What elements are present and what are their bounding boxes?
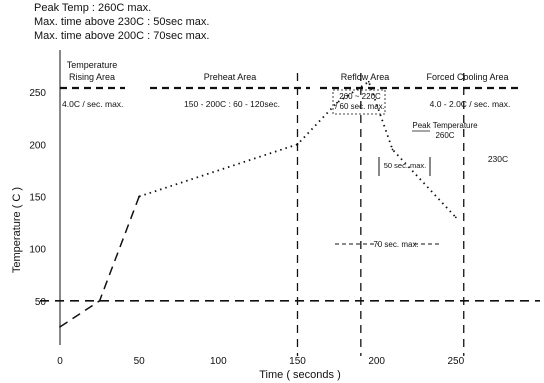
zone-value-3: 4.0 - 2.0C / sec. max. — [430, 99, 511, 109]
x-tick-150: 150 — [289, 356, 306, 367]
series-1-point-2 — [336, 102, 338, 104]
y-axis-label: Temperature ( C ) — [11, 187, 23, 273]
series-1-point-0 — [138, 196, 140, 198]
annotation-230c: 230C — [488, 154, 508, 164]
series-1-point-1 — [297, 143, 299, 145]
y-tick-50: 50 — [35, 297, 47, 308]
x-tick-200: 200 — [368, 356, 385, 367]
series-0-point-0 — [59, 326, 61, 328]
x-axis-label: Time ( seconds ) — [259, 369, 341, 381]
y-tick-100: 100 — [29, 245, 46, 256]
zone-label-3: Forced Cooling Area — [426, 72, 508, 82]
zone-label-2: Reflow Area — [341, 72, 390, 82]
x-tick-0: 0 — [57, 356, 63, 367]
zone-label-0: Temperature — [67, 60, 118, 70]
process-zones: Temperature Rising Area 4.0C / sec. max. Pr… — [60, 60, 520, 114]
series-0-point-1 — [99, 300, 101, 302]
annotation-peak-line2: 260C — [435, 131, 454, 140]
zone-value-1: 150 - 200C : 60 - 120sec. — [184, 99, 280, 109]
annotation-peak: Peak Temperature — [412, 121, 478, 130]
x-tick-100: 100 — [210, 356, 227, 367]
zone-value-0: 4.0C / sec. max. — [62, 99, 123, 109]
profile-curve — [59, 81, 457, 328]
reference-lines — [40, 73, 540, 356]
series-1-point-5 — [455, 216, 457, 218]
series-1-point-3 — [368, 81, 370, 83]
series-dashed-line — [60, 197, 139, 327]
y-tick-150: 150 — [29, 193, 46, 204]
y-tick-250: 250 — [29, 88, 46, 99]
zone-label-0-line2: Rising Area — [69, 72, 115, 82]
annotation-70s: 70 sec. max. — [373, 240, 418, 249]
axis-ticks: 50 100 150 200 250 0 50 100 150 200 250 — [29, 88, 464, 367]
y-tick-200: 200 — [29, 140, 46, 151]
series-1-point-4 — [392, 149, 394, 151]
x-tick-250: 250 — [447, 356, 464, 367]
zone-value-2-line2: / 60 sec. max. — [335, 102, 385, 111]
zone-label-1: Preheat Area — [204, 72, 257, 82]
annotation-50s: 50 sec. max. — [384, 161, 427, 170]
x-tick-50: 50 — [134, 356, 146, 367]
